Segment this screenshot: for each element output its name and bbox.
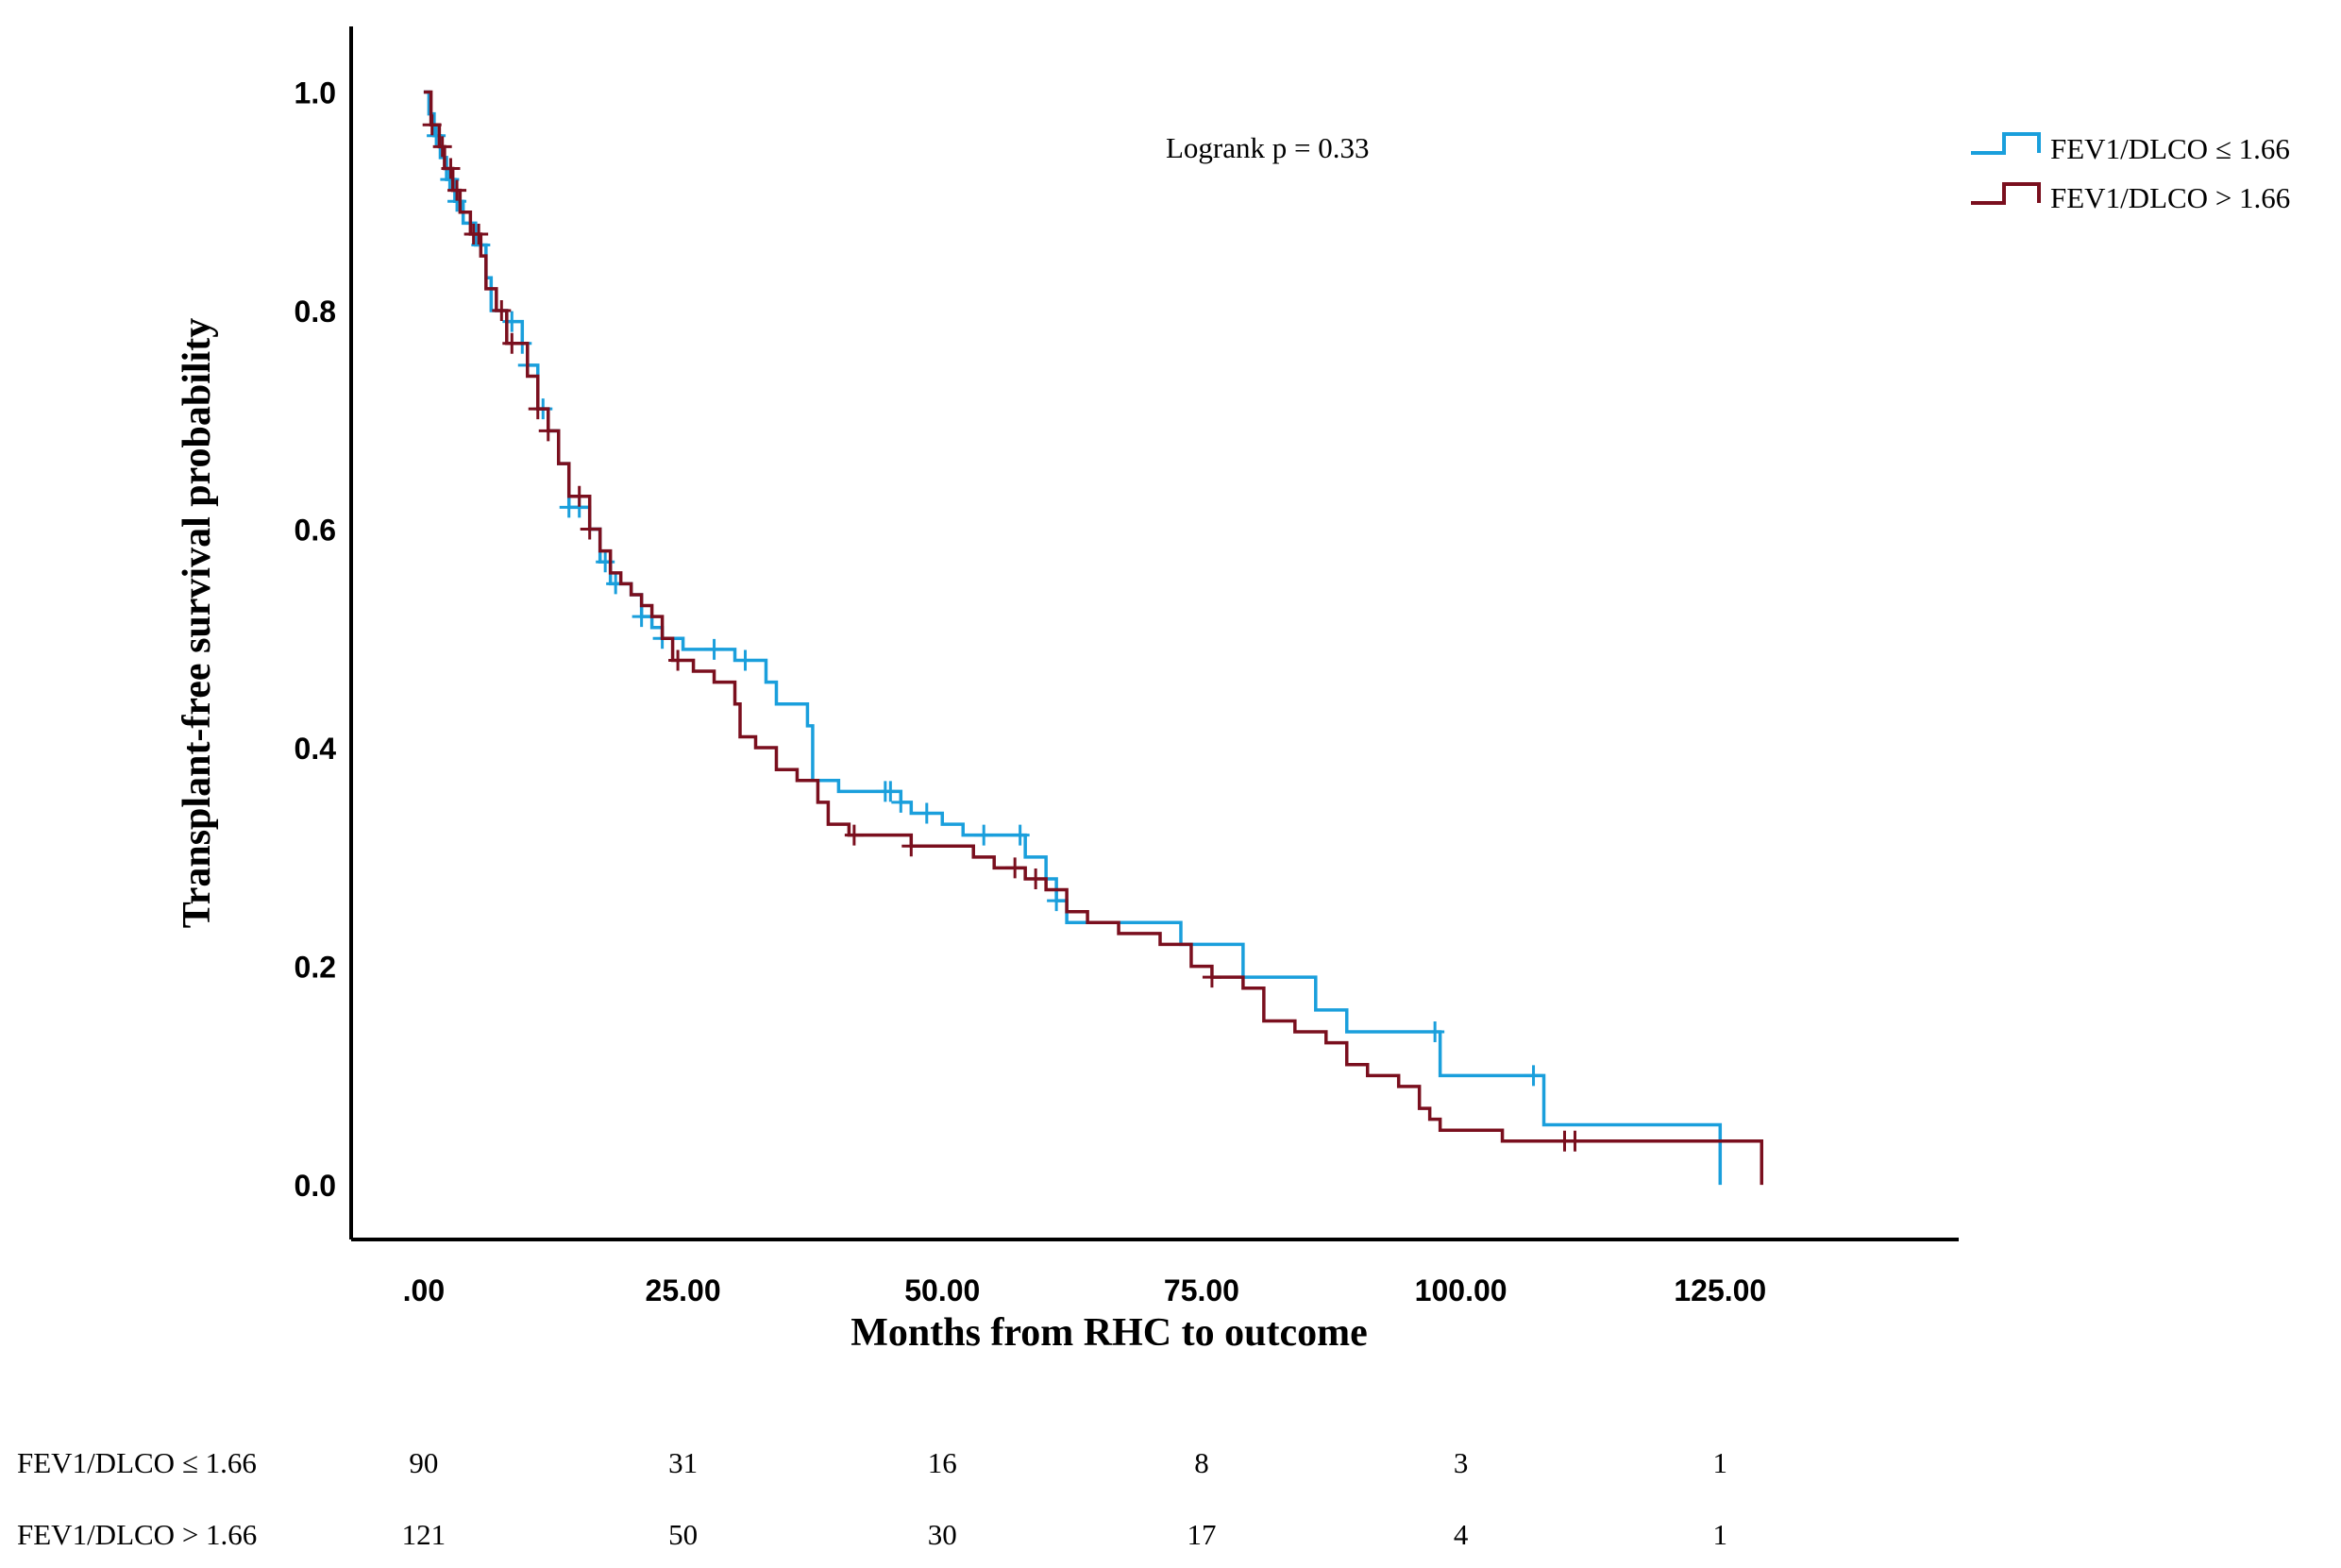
- censor-mark: [580, 518, 599, 540]
- censor-mark: [1565, 1130, 1585, 1152]
- logrank-annotation: Logrank p = 0.33: [1166, 131, 1370, 164]
- censor-mark: [735, 649, 755, 671]
- legend-swatch-fev1-le: [1971, 132, 2041, 155]
- y-tick-label: 0.8: [295, 295, 336, 329]
- x-tick-label: 50.00: [904, 1273, 980, 1307]
- x-tick-label: 100.00: [1415, 1273, 1507, 1307]
- censor-mark: [1524, 1065, 1543, 1087]
- censor-mark: [974, 824, 994, 846]
- risk-count: 50: [668, 1518, 698, 1551]
- censor-mark: [492, 299, 512, 321]
- x-tick-label: 125.00: [1674, 1273, 1766, 1307]
- risk-table: FEV1/DLCO ≤ 1.66 FEV1/DLCO > 1.66 90 31 16…: [17, 1446, 1727, 1551]
- risk-row-label: FEV1/DLCO > 1.66: [17, 1518, 257, 1551]
- censor-mark: [538, 420, 558, 442]
- censor-mark: [1010, 824, 1030, 846]
- censor-mark: [632, 606, 651, 628]
- censor-mark: [917, 802, 936, 824]
- risk-row-label: FEV1/DLCO ≤ 1.66: [17, 1446, 257, 1479]
- legend-swatch-fev1-gt: [1971, 182, 2041, 205]
- y-tick-label: 1.0: [295, 76, 336, 110]
- censor-mark: [569, 485, 589, 507]
- risk-count: 16: [928, 1446, 957, 1479]
- censor-mark: [1026, 868, 1046, 889]
- censor-mark: [469, 223, 489, 244]
- censor-mark: [1005, 857, 1025, 879]
- risk-count: 1: [1713, 1446, 1728, 1479]
- risk-count: 3: [1454, 1446, 1469, 1479]
- risk-count: 4: [1454, 1518, 1469, 1551]
- censor-mark: [844, 824, 864, 846]
- risk-count: 8: [1194, 1446, 1209, 1479]
- risk-count: 1: [1713, 1518, 1728, 1551]
- y-tick-label: 0.4: [295, 732, 337, 766]
- risk-count: 90: [409, 1446, 438, 1479]
- censor-mark: [447, 179, 467, 201]
- x-tick-label: 75.00: [1164, 1273, 1239, 1307]
- censor-mark: [528, 398, 547, 420]
- risk-count: 121: [402, 1518, 446, 1551]
- y-axis-title: Transplant-free survival probability: [176, 318, 219, 928]
- x-axis-title: Months from RHC to outcome: [851, 1311, 1367, 1355]
- censor-mark: [1202, 967, 1221, 988]
- censor-mark: [668, 649, 688, 671]
- censor-mark: [422, 114, 442, 136]
- legend: FEV1/DLCO ≤ 1.66 FEV1/DLCO > 1.66: [1971, 132, 2290, 214]
- x-tick-label: 25.00: [646, 1273, 721, 1307]
- series-layer: [422, 90, 1763, 1186]
- x-tick-label: .00: [403, 1273, 445, 1307]
- x-axis-ticks: .00 25.00 50.00 75.00 100.00 125.00: [403, 1273, 1767, 1307]
- censor-mark: [881, 781, 901, 802]
- y-axis-ticks: 0.0 0.2 0.4 0.6 0.8 1.0: [295, 76, 337, 1203]
- censor-mark: [1047, 890, 1067, 912]
- censor-mark: [704, 638, 724, 660]
- legend-label-fev1-le: FEV1/DLCO ≤ 1.66: [2050, 132, 2290, 165]
- legend-label-fev1-gt: FEV1/DLCO > 1.66: [2050, 181, 2290, 214]
- y-tick-label: 0.0: [295, 1169, 336, 1203]
- censor-mark: [432, 136, 452, 158]
- y-tick-label: 0.6: [295, 514, 336, 548]
- km-curve-fev1-le: [423, 90, 1723, 1186]
- risk-count: 30: [928, 1518, 957, 1551]
- y-tick-label: 0.2: [295, 951, 336, 985]
- censor-mark: [891, 791, 911, 813]
- censor-mark: [441, 158, 461, 179]
- censor-mark: [901, 835, 921, 857]
- risk-count: 17: [1187, 1518, 1216, 1551]
- censor-mark: [502, 332, 522, 354]
- censor-mark: [1425, 1021, 1445, 1043]
- km-curve-fev1-gt: [423, 90, 1763, 1186]
- censor-mark: [427, 125, 446, 146]
- risk-count: 31: [668, 1446, 698, 1479]
